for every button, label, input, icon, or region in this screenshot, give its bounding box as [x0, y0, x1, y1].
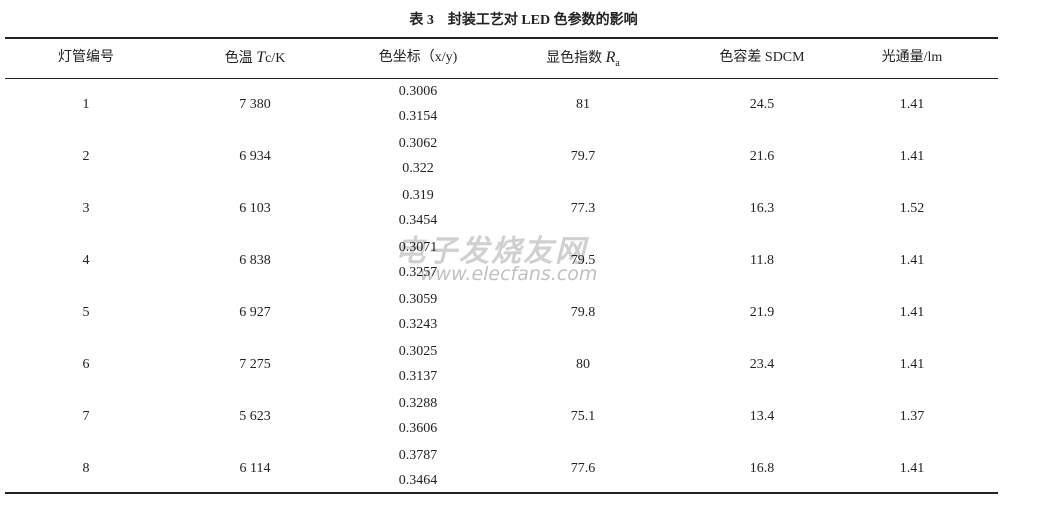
table-cell: 24.5	[749, 97, 775, 112]
table-cell: 0.3062	[398, 136, 438, 151]
table-cell: 1.41	[899, 357, 925, 372]
header-text: 光通量/lm	[881, 50, 943, 65]
table-cell: 1.41	[899, 305, 925, 320]
table-cell: 0.3288	[398, 396, 438, 411]
table-cell: 6 927	[239, 305, 271, 320]
table-cell: 21.6	[749, 149, 775, 164]
table-cell: 6	[82, 357, 90, 372]
header-cell: 色坐标（x/y)	[338, 49, 498, 67]
table-cell: 13.4	[749, 409, 775, 424]
header-text: 色容差 SDCM	[719, 50, 805, 65]
table-cell: 75.1	[570, 409, 596, 424]
table-cell: 0.322	[402, 161, 434, 176]
header-text: c/K	[265, 51, 286, 66]
header-text: 灯管编号	[58, 50, 114, 65]
table-cell: 1.41	[899, 97, 925, 112]
header-cell: 显色指数 Ra	[503, 49, 663, 73]
header-cell: 色容差 SDCM	[682, 49, 842, 67]
top-rule	[5, 37, 998, 39]
table-cell: 5	[82, 305, 90, 320]
table-cell: 1.52	[899, 201, 925, 216]
table-cell: 1.41	[899, 253, 925, 268]
table-cell: 6 114	[239, 461, 271, 476]
table-cell: 77.3	[570, 201, 596, 216]
watermark-url: www.elecfans.com	[420, 263, 598, 285]
table-cell: 1.41	[899, 149, 925, 164]
header-rule	[5, 78, 998, 79]
table-cell: 6 934	[239, 149, 271, 164]
table-title: 表 3 封装工艺对 LED 色参数的影响	[409, 13, 638, 28]
table-cell: 81	[576, 97, 590, 112]
table-cell: 23.4	[749, 357, 775, 372]
table-cell: 11.8	[750, 253, 774, 268]
table-cell: 6 103	[239, 201, 271, 216]
table-cell: 0.3006	[398, 84, 438, 99]
table-cell: 1.37	[899, 409, 925, 424]
table-cell: 0.3071	[398, 240, 438, 255]
header-text: a	[615, 58, 620, 69]
table-cell: 0.3137	[398, 369, 438, 384]
table-cell: 3	[82, 201, 90, 216]
header-text: 显色指数	[546, 51, 606, 66]
table-cell: 79.7	[570, 149, 596, 164]
table-cell: 1	[82, 97, 90, 112]
table-cell: 21.9	[749, 305, 775, 320]
table-cell: 0.319	[402, 188, 434, 203]
table-cell: 16.8	[749, 461, 775, 476]
table-cell: 0.3243	[398, 317, 438, 332]
header-cell: 灯管编号	[6, 49, 166, 67]
bottom-rule	[5, 492, 998, 494]
header-cell: 色温 Tc/K	[175, 49, 335, 68]
table-cell: 0.3257	[398, 265, 438, 280]
table-cell: 16.3	[749, 201, 775, 216]
table-cell: 7 275	[239, 357, 271, 372]
table-cell: 79.8	[570, 305, 596, 320]
header-text: R	[605, 49, 616, 66]
header-text: 色坐标（x/y)	[378, 50, 458, 65]
table-cell: 4	[82, 253, 90, 268]
table-cell: 80	[576, 357, 590, 372]
table-cell: 79.5	[570, 253, 596, 268]
header-text: 色温	[224, 51, 257, 66]
table-cell: 77.6	[570, 461, 596, 476]
table-cell: 5 623	[239, 409, 271, 424]
table-cell: 0.3059	[398, 292, 438, 307]
header-text: T	[256, 49, 266, 66]
watermark-logo: 电子发烧友网	[395, 234, 587, 269]
table-cell: 0.3464	[398, 473, 438, 488]
table-cell: 2	[82, 149, 90, 164]
table-cell: 8	[82, 461, 90, 476]
table-cell: 6 838	[239, 253, 271, 268]
header-cell: 光通量/lm	[832, 49, 992, 67]
table-cell: 0.3454	[398, 213, 438, 228]
table-cell: 0.3606	[398, 421, 438, 436]
table-cell: 7 380	[239, 97, 271, 112]
table-cell: 1.41	[899, 461, 925, 476]
table-cell: 0.3787	[398, 448, 438, 463]
table-cell: 7	[82, 409, 90, 424]
table-cell: 0.3154	[398, 109, 438, 124]
table-cell: 0.3025	[398, 344, 438, 359]
